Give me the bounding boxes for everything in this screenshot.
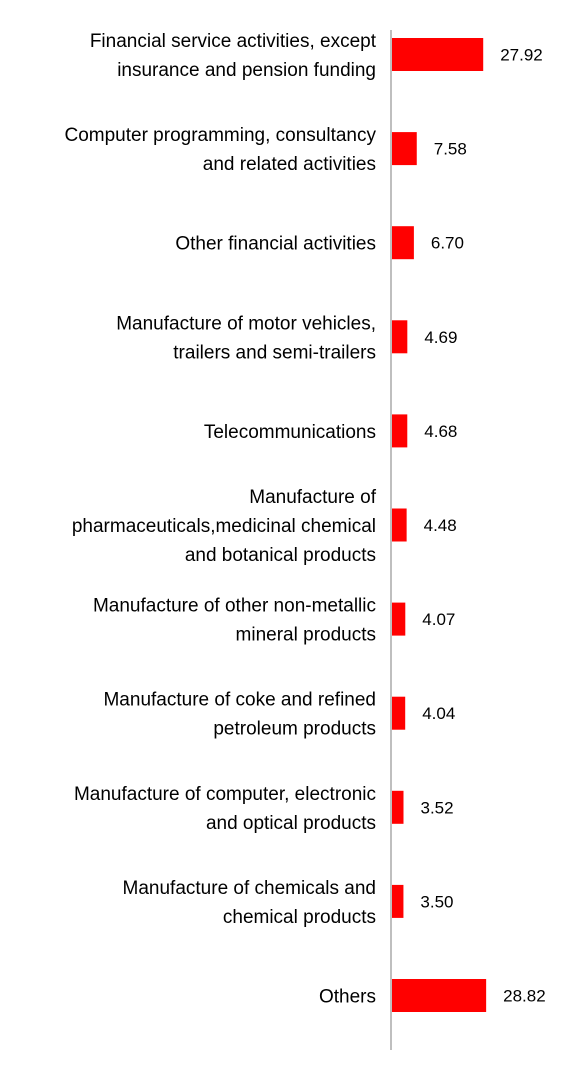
bar-2 (392, 226, 414, 260)
bar-8 (392, 790, 404, 824)
category-label-7-line-0: Manufacture of coke and refined (103, 690, 376, 711)
category-label-7: Manufacture of coke and refined petroleum… (103, 690, 376, 740)
bar-10 (392, 979, 487, 1012)
value-label-9: 3.50 (420, 892, 453, 911)
value-label-3: 4.69 (424, 328, 457, 347)
value-label-5: 4.48 (424, 516, 457, 535)
category-label-8: Manufacture of computer, electronic and o… (74, 784, 376, 834)
category-labels-group: Financial service activities, except insu… (64, 31, 376, 1008)
value-label-7: 4.04 (422, 704, 455, 723)
bar-7 (392, 696, 406, 730)
bar-0 (392, 38, 484, 71)
category-label-5-line-2: and botanical products (185, 545, 376, 566)
value-label-0: 27.92 (500, 46, 543, 65)
value-label-8: 3.52 (420, 798, 453, 817)
category-label-10-line-0: Others (319, 987, 376, 1008)
bar-3 (392, 320, 408, 354)
category-label-0: Financial service activities, except insu… (90, 31, 377, 81)
category-label-6: Manufacture of other non-metallic mineral… (93, 596, 376, 646)
category-label-5: Manufacture of pharmaceuticals,medicinal … (72, 487, 377, 566)
category-label-6-line-1: mineral products (236, 625, 376, 646)
category-label-5-line-0: Manufacture of (249, 487, 376, 508)
value-label-10: 28.82 (503, 987, 546, 1006)
bar-4 (392, 414, 408, 448)
category-label-6-line-0: Manufacture of other non-metallic (93, 596, 376, 617)
bars-group (392, 38, 487, 1012)
category-label-3: Manufacture of motor vehicles, trailers a… (116, 313, 376, 363)
bar-1 (392, 132, 417, 166)
category-label-1-line-0: Computer programming, consultancy (64, 125, 376, 146)
category-label-3-line-1: trailers and semi-trailers (173, 342, 376, 363)
category-label-4: Telecommunications (204, 422, 376, 443)
category-label-10: Others (319, 987, 376, 1008)
value-label-2: 6.70 (431, 234, 464, 253)
category-label-9: Manufacture of chemicals and chemical pro… (123, 878, 376, 928)
category-label-2: Other financial activities (175, 234, 376, 255)
category-label-5-line-1: pharmaceuticals,medicinal chemical (72, 516, 376, 537)
category-label-7-line-1: petroleum products (213, 719, 376, 740)
value-labels-group: 27.92 7.58 6.70 4.69 4.68 4.48 4.07 4.04 3.52 3.5… (420, 46, 545, 1006)
category-label-8-line-0: Manufacture of computer, electronic (74, 784, 376, 805)
category-label-0-line-0: Financial service activities, except (90, 31, 377, 52)
bar-9 (392, 884, 404, 918)
bar-6 (392, 602, 406, 636)
category-label-1: Computer programming, consultancy and rel… (64, 125, 376, 175)
category-label-2-line-0: Other financial activities (175, 234, 376, 255)
category-label-9-line-0: Manufacture of chemicals and (123, 878, 376, 899)
value-label-4: 4.68 (424, 422, 457, 441)
category-label-3-line-0: Manufacture of motor vehicles, (116, 313, 376, 334)
value-label-1: 7.58 (434, 140, 467, 159)
value-label-6: 4.07 (422, 610, 455, 629)
category-label-4-line-0: Telecommunications (204, 422, 376, 443)
bar-5 (392, 508, 407, 542)
category-label-0-line-1: insurance and pension funding (117, 60, 376, 81)
category-label-1-line-1: and related activities (203, 154, 376, 175)
category-label-8-line-1: and optical products (206, 813, 376, 834)
category-label-9-line-1: chemical products (223, 907, 376, 928)
